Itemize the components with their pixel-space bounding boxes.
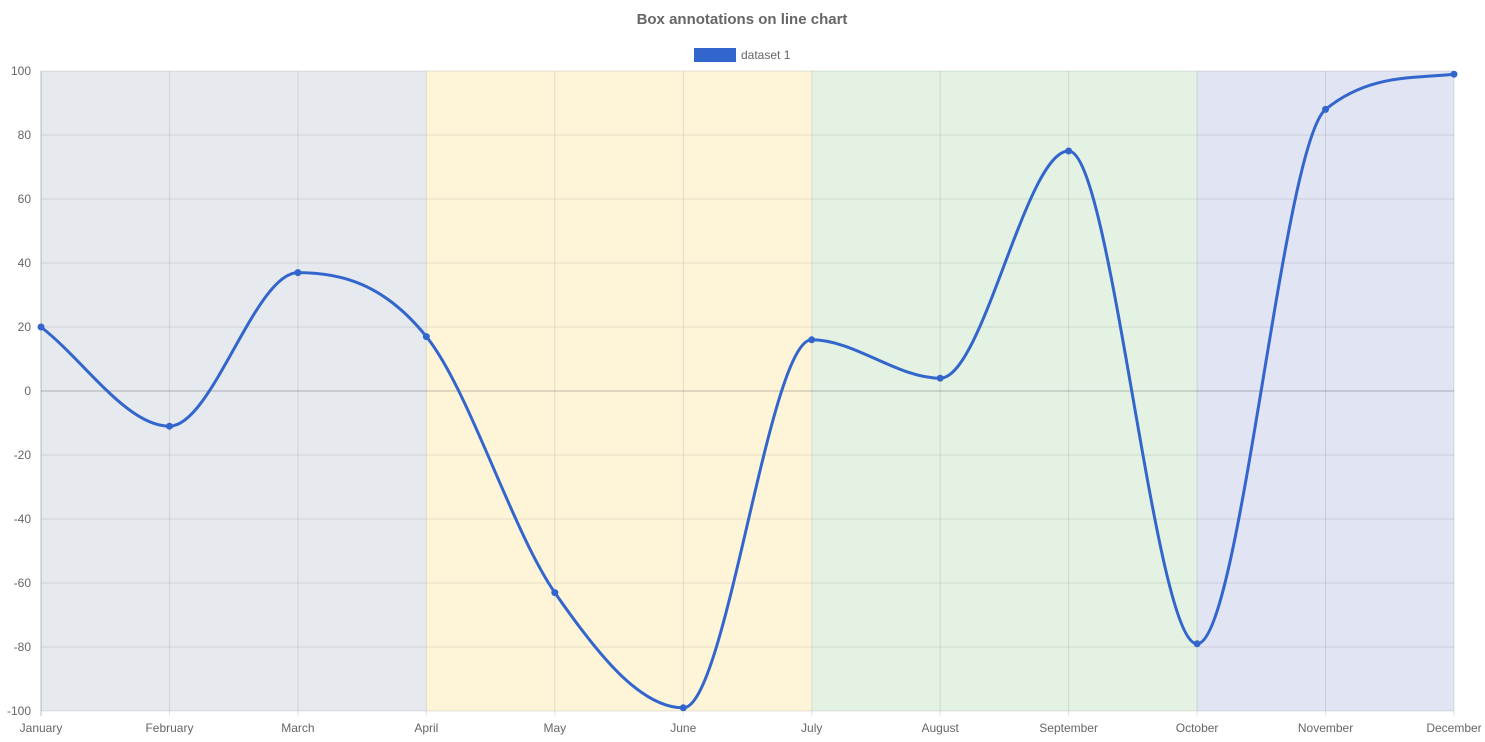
y-tick-label: 0 (24, 384, 31, 398)
data-point-march[interactable] (294, 269, 302, 277)
legend-label[interactable]: dataset 1 (741, 48, 791, 62)
y-tick-label: 80 (18, 128, 32, 142)
x-axis: January February March April May June July Augu… (20, 721, 1482, 735)
x-tick-label: November (1298, 721, 1353, 735)
y-tick-label: -40 (14, 512, 32, 526)
box-annotation-2 (426, 71, 812, 711)
y-tick-label: -60 (14, 576, 32, 590)
grid-lines (40, 70, 1455, 716)
y-tick-label: 20 (18, 320, 32, 334)
x-tick-label: January (20, 721, 63, 735)
x-tick-label: September (1039, 721, 1098, 735)
x-tick-label: December (1426, 721, 1481, 735)
data-point-september[interactable] (1065, 147, 1073, 155)
series-dataset-1 (37, 70, 1458, 712)
x-tick-label: April (414, 721, 438, 735)
data-point-february[interactable] (165, 422, 173, 430)
data-point-june[interactable] (679, 704, 687, 712)
y-tick-label: 60 (18, 192, 32, 206)
data-point-january[interactable] (37, 323, 45, 331)
data-point-august[interactable] (936, 374, 944, 382)
data-point-july[interactable] (808, 336, 816, 344)
chart-title: Box annotations on line chart (637, 11, 848, 28)
data-point-may[interactable] (551, 589, 559, 597)
y-axis: 100 80 60 40 20 0 -20 -40 -60 -80 -100 (7, 64, 31, 718)
data-point-december[interactable] (1450, 70, 1458, 78)
x-tick-label: August (922, 721, 960, 735)
x-tick-label: June (670, 721, 696, 735)
y-tick-label: -100 (7, 704, 31, 718)
data-point-november[interactable] (1322, 105, 1330, 113)
y-tick-label: -20 (14, 448, 32, 462)
y-tick-label: -80 (14, 640, 32, 654)
box-annotation-1 (41, 71, 427, 711)
legend-swatch[interactable] (694, 48, 736, 62)
legend[interactable]: dataset 1 (694, 48, 791, 62)
x-tick-label: February (145, 721, 193, 735)
data-point-april[interactable] (422, 333, 430, 341)
x-tick-label: July (801, 721, 822, 735)
box-annotation-4 (1197, 71, 1454, 711)
data-point-october[interactable] (1193, 640, 1201, 648)
x-tick-label: October (1176, 721, 1219, 735)
x-tick-label: May (543, 721, 566, 735)
x-tick-label: March (281, 721, 314, 735)
y-tick-label: 100 (11, 64, 31, 78)
y-tick-label: 40 (18, 256, 32, 270)
